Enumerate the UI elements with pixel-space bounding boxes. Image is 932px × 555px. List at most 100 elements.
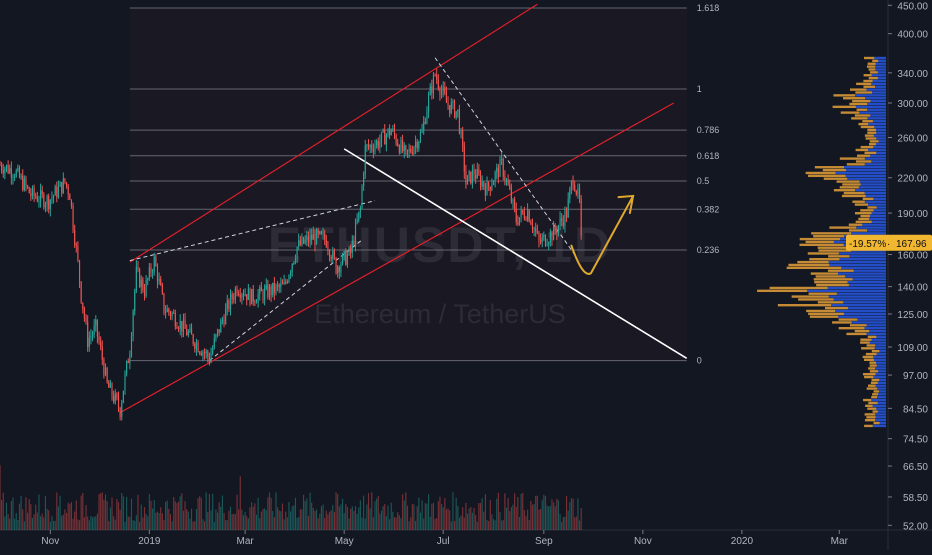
candle-body xyxy=(202,352,204,356)
volume-bar xyxy=(361,517,363,530)
candle-body xyxy=(259,287,261,294)
profile-bar-up xyxy=(865,97,886,100)
profile-bar-up xyxy=(877,381,886,384)
profile-bar-down xyxy=(806,309,836,313)
fibonacci-retracement[interactable]: 1.618 1 0.786 0.618 0.5 0.382 0.236 0 xyxy=(129,3,719,366)
profile-bar-down xyxy=(855,220,872,224)
profile-bar-up xyxy=(849,255,886,258)
candle-body xyxy=(5,165,8,169)
volume-bar xyxy=(298,517,300,530)
candle-body xyxy=(173,312,175,314)
candle-body xyxy=(405,145,407,150)
volume-bar xyxy=(466,513,469,530)
candle-body xyxy=(426,111,428,124)
channel-upper-line[interactable] xyxy=(129,3,538,263)
projection-arrow[interactable] xyxy=(570,194,635,275)
profile-bar-up xyxy=(868,203,886,206)
volume-bar xyxy=(254,503,256,530)
candle-body xyxy=(556,230,558,234)
profile-bar-down xyxy=(864,424,873,428)
candle-body xyxy=(126,361,128,374)
volume-bar xyxy=(395,517,397,530)
volume-bar xyxy=(273,517,275,530)
watermark: ETHUSDT, 1D Ethereum / TetherUS xyxy=(268,217,610,329)
volume-bar xyxy=(85,504,87,530)
volume-bar xyxy=(223,512,225,530)
dashed-drop-line[interactable] xyxy=(434,57,576,255)
volume-bar xyxy=(457,505,459,530)
candles[interactable] xyxy=(0,68,582,421)
candle-body xyxy=(488,182,490,187)
profile-bar-up xyxy=(843,312,886,316)
descending-trend-line[interactable] xyxy=(343,148,688,359)
projection-path[interactable] xyxy=(570,194,635,275)
profile-bar-up xyxy=(876,131,886,134)
candle-body xyxy=(483,181,485,187)
candle-body xyxy=(150,267,152,273)
profile-bar-down xyxy=(869,140,879,143)
volume-bar xyxy=(270,497,272,530)
candle-body xyxy=(182,319,185,332)
volume-bar xyxy=(577,498,579,530)
time-axis[interactable]: Nov 2019 Mar May Jul Sep Nov 2020 Mar xyxy=(41,530,849,547)
candle-body xyxy=(319,231,321,234)
volume-bar xyxy=(423,518,425,530)
candle-body xyxy=(530,221,532,225)
volume-bar xyxy=(257,497,259,530)
channel-lower-line[interactable] xyxy=(119,102,675,414)
candle-body xyxy=(525,218,527,221)
volume-bar xyxy=(31,517,34,530)
profile-bar-down xyxy=(852,200,865,203)
volume-bar xyxy=(291,506,293,530)
candle-body xyxy=(327,246,329,251)
profile-bar-down xyxy=(817,246,855,249)
candle-body xyxy=(171,312,173,317)
dashed-wedge-upper[interactable] xyxy=(129,200,376,262)
volume-bar xyxy=(280,511,282,530)
candle-body xyxy=(369,145,371,148)
profile-bar-down xyxy=(854,203,869,206)
candle-body xyxy=(333,250,335,258)
volume-bar xyxy=(104,494,107,530)
candle-body xyxy=(31,187,34,197)
volume-bar xyxy=(502,520,504,530)
volume-bar xyxy=(530,501,532,530)
profile-bar-up xyxy=(874,347,886,350)
candle-body xyxy=(353,240,355,245)
time-tick-label: May xyxy=(335,536,354,547)
volume-bar xyxy=(301,509,303,530)
profile-bar-up xyxy=(876,407,886,410)
time-tick-label: 2019 xyxy=(138,536,161,547)
volume-bar xyxy=(286,517,288,530)
candle-body xyxy=(458,109,460,134)
profile-bar-down xyxy=(828,255,850,258)
profile-bar-down xyxy=(836,180,860,183)
profile-bar-down xyxy=(868,401,878,405)
volume-bar xyxy=(328,511,331,530)
candle-body xyxy=(161,285,163,294)
candle-body xyxy=(465,171,467,185)
candle-body xyxy=(562,220,564,227)
profile-bar-up xyxy=(870,114,886,117)
price-axis[interactable]: 450.00 400.00 340.00 300.00 260.00 220.00 190.… xyxy=(888,1,928,532)
candle-body xyxy=(51,197,53,200)
candle-body xyxy=(221,319,223,321)
profile-bar-down xyxy=(843,191,865,195)
profile-bar-up xyxy=(875,413,886,416)
candle-body xyxy=(439,88,441,95)
volume-bar xyxy=(296,517,298,530)
profile-bar-down xyxy=(867,131,877,134)
drawings[interactable] xyxy=(119,3,688,414)
volume-bar xyxy=(199,496,201,530)
profile-bar-down xyxy=(805,240,834,244)
profile-bar-up xyxy=(871,82,886,86)
profile-bar-up xyxy=(865,194,886,198)
volume-bar xyxy=(20,495,22,530)
candle-body xyxy=(299,240,301,246)
candle-body xyxy=(98,336,100,342)
profile-bar-down xyxy=(769,286,828,290)
arrow-head[interactable] xyxy=(617,194,635,215)
candle-body xyxy=(103,359,105,376)
